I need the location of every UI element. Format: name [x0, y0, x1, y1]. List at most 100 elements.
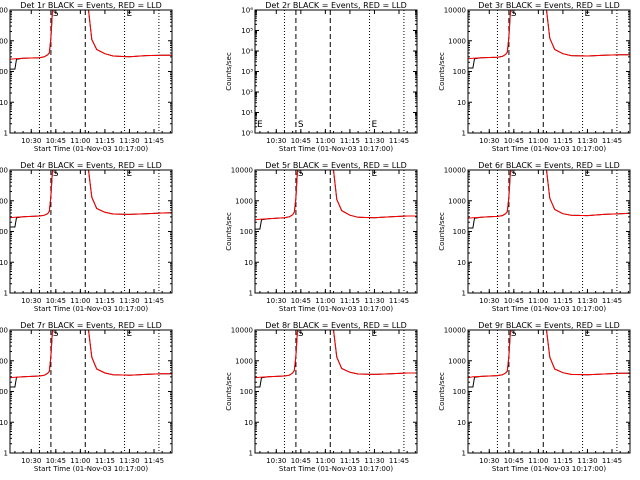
x-tick-label: 11:30	[119, 137, 139, 145]
y-tick-label: 1	[4, 450, 8, 458]
y-axis-label: Counts/sec	[438, 372, 446, 411]
x-tick-label: 11:30	[577, 137, 597, 145]
x-tick-label: 11:45	[389, 457, 409, 465]
panel-title: Det 4r BLACK = Events, RED = LLD	[20, 161, 162, 170]
y-tick-label: 100	[453, 228, 466, 236]
start-marker: S	[298, 169, 304, 179]
end-marker: E	[372, 120, 378, 130]
x-tick-label: 11:45	[144, 297, 164, 305]
x-tick-label: 10:30	[479, 457, 499, 465]
series-events-line	[10, 170, 172, 228]
x-axis-label: Start Time (01-Nov-03 10:17:00)	[492, 145, 606, 153]
start-marker: S	[511, 169, 517, 179]
y-tick-label: 1000	[448, 197, 466, 205]
x-axis-label: Start Time (01-Nov-03 10:17:00)	[34, 465, 148, 473]
start-marker: S	[298, 120, 304, 130]
y-tick-label: 10000	[444, 167, 466, 175]
series-events-line	[10, 330, 172, 388]
x-tick-label: 10:30	[479, 297, 499, 305]
y-axis-label: Counts/sec	[438, 52, 446, 91]
x-axis-label: Start Time (01-Nov-03 10:17:00)	[492, 465, 606, 473]
y-tick-label: 100	[0, 68, 8, 76]
y-tick-label: 1000	[448, 357, 466, 365]
y-tick-label: 1000	[0, 37, 8, 45]
x-tick-label: 11:30	[577, 457, 597, 465]
panel-title: Det 5r BLACK = Events, RED = LLD	[265, 161, 407, 170]
series-lld-line	[10, 10, 172, 60]
x-tick-label: 11:15	[340, 457, 360, 465]
y-tick-label: 10	[0, 99, 8, 107]
x-tick-label: 10:45	[504, 137, 524, 145]
x-tick-label: 10:45	[291, 297, 311, 305]
panel-title: Det 2r BLACK = Events, RED = LLD	[265, 1, 407, 10]
y-tick-label: 10⁴	[241, 48, 253, 56]
x-tick-label: 11:30	[364, 137, 384, 145]
y-tick-label: 100	[0, 228, 8, 236]
x-tick-label: 10:30	[21, 137, 41, 145]
panel-det-1r: 1 10 100 1000 10000 10:30 10:45 11:00 11:15 11:30…	[0, 1, 173, 153]
x-tick-label: 10:30	[266, 137, 286, 145]
x-tick-label: 11:30	[577, 297, 597, 305]
series-lld-line	[468, 170, 630, 219]
x-tick-label: 11:45	[602, 457, 622, 465]
y-tick-label: 1	[462, 450, 466, 458]
x-tick-label: 10:45	[291, 457, 311, 465]
x-axis-label: Start Time (01-Nov-03 10:17:00)	[492, 305, 606, 313]
end-marker: E	[127, 169, 133, 179]
panel-det-6r: 1 10 100 1000 10000 10:30 10:45 11:00 11:15 11:30…	[438, 161, 631, 313]
y-tick-label: 1000	[0, 197, 8, 205]
x-tick-label: 10:30	[21, 297, 41, 305]
series-events-line	[468, 10, 630, 69]
x-tick-label: 11:00	[528, 297, 548, 305]
series-lld-line	[10, 330, 172, 379]
series-events-line	[468, 170, 630, 229]
x-tick-label: 11:15	[340, 137, 360, 145]
start-marker: S	[298, 329, 304, 339]
y-tick-label: 10³	[241, 68, 253, 76]
y-tick-label: 1	[4, 130, 8, 138]
x-axis-label: Start Time (01-Nov-03 10:17:00)	[34, 145, 148, 153]
start-marker: S	[53, 9, 59, 19]
start-marker: S	[53, 169, 59, 179]
panel-det-7r: 1 10 100 1000 10000 10:30 10:45 11:00 11:15 11:30…	[0, 321, 173, 473]
x-tick-label: 11:00	[528, 457, 548, 465]
y-tick-label: 1	[249, 450, 253, 458]
y-tick-label: 100	[240, 388, 253, 396]
x-tick-label: 11:15	[553, 137, 573, 145]
end-marker: E	[585, 9, 591, 19]
y-tick-label: 10	[457, 259, 466, 267]
series-lld-line	[468, 330, 630, 379]
x-tick-label: 11:15	[95, 137, 115, 145]
y-tick-label: 1000	[235, 357, 253, 365]
x-tick-label: 10:30	[479, 137, 499, 145]
y-tick-label: 10000	[444, 327, 466, 335]
x-tick-label: 11:30	[119, 457, 139, 465]
panel-title: Det 8r BLACK = Events, RED = LLD	[265, 321, 407, 330]
y-tick-label: 100	[240, 228, 253, 236]
y-tick-label: 10	[0, 259, 8, 267]
panel-det-3r: 1 10 100 1000 10000 10:30 10:45 11:00 11:15 11:30…	[438, 1, 631, 153]
series-lld-line	[255, 330, 417, 379]
panel-title: Det 6r BLACK = Events, RED = LLD	[478, 161, 620, 170]
plot-frame	[254, 9, 418, 134]
end-marker: E	[127, 329, 133, 339]
panel-det-2r: 10⁰ 10¹ 10² 10³ 10⁴ 10⁵ 10⁶ 10:30 10:45 11:00 11:1…	[225, 1, 418, 153]
x-tick-label: 11:15	[340, 297, 360, 305]
x-tick-label: 11:00	[528, 137, 548, 145]
x-tick-label: 11:30	[119, 297, 139, 305]
end-marker: E	[127, 9, 133, 19]
end-marker: E	[257, 120, 263, 130]
x-tick-label: 11:15	[95, 297, 115, 305]
y-tick-label: 10	[244, 259, 253, 267]
series-lld-line	[255, 170, 417, 221]
end-marker: E	[372, 329, 378, 339]
x-tick-label: 10:45	[46, 457, 66, 465]
y-tick-label: 10⁶	[241, 7, 253, 15]
y-tick-label: 10000	[0, 7, 8, 15]
series-lld-line	[468, 10, 630, 60]
y-tick-label: 100	[453, 68, 466, 76]
panel-det-5r: 1 10 100 1000 10000 10:30 10:45 11:00 11:15 11:30…	[225, 161, 418, 313]
x-tick-label: 10:45	[504, 457, 524, 465]
